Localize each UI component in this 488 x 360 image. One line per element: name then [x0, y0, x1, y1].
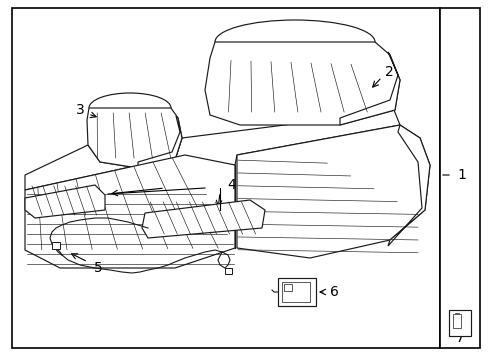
- Bar: [278, 278, 315, 306]
- Polygon shape: [25, 145, 184, 190]
- Polygon shape: [142, 200, 264, 238]
- Bar: [452, 314, 460, 328]
- Text: 6: 6: [329, 285, 338, 299]
- Bar: [448, 310, 470, 336]
- Polygon shape: [25, 185, 105, 218]
- Polygon shape: [25, 155, 235, 268]
- Text: 4: 4: [227, 178, 236, 192]
- Polygon shape: [175, 100, 399, 165]
- Bar: [284, 284, 291, 291]
- Polygon shape: [439, 8, 479, 348]
- Polygon shape: [237, 125, 429, 258]
- Polygon shape: [387, 125, 429, 246]
- Polygon shape: [339, 52, 399, 125]
- Polygon shape: [138, 116, 182, 168]
- Text: 2: 2: [384, 65, 392, 79]
- Bar: [224, 268, 231, 274]
- Text: 3: 3: [76, 103, 84, 117]
- Text: 7: 7: [455, 331, 464, 345]
- Text: 5: 5: [93, 261, 102, 275]
- Polygon shape: [87, 108, 182, 168]
- Bar: [52, 242, 60, 249]
- Text: 1: 1: [457, 168, 466, 182]
- Polygon shape: [12, 8, 439, 348]
- Bar: [282, 282, 309, 302]
- Polygon shape: [204, 42, 399, 125]
